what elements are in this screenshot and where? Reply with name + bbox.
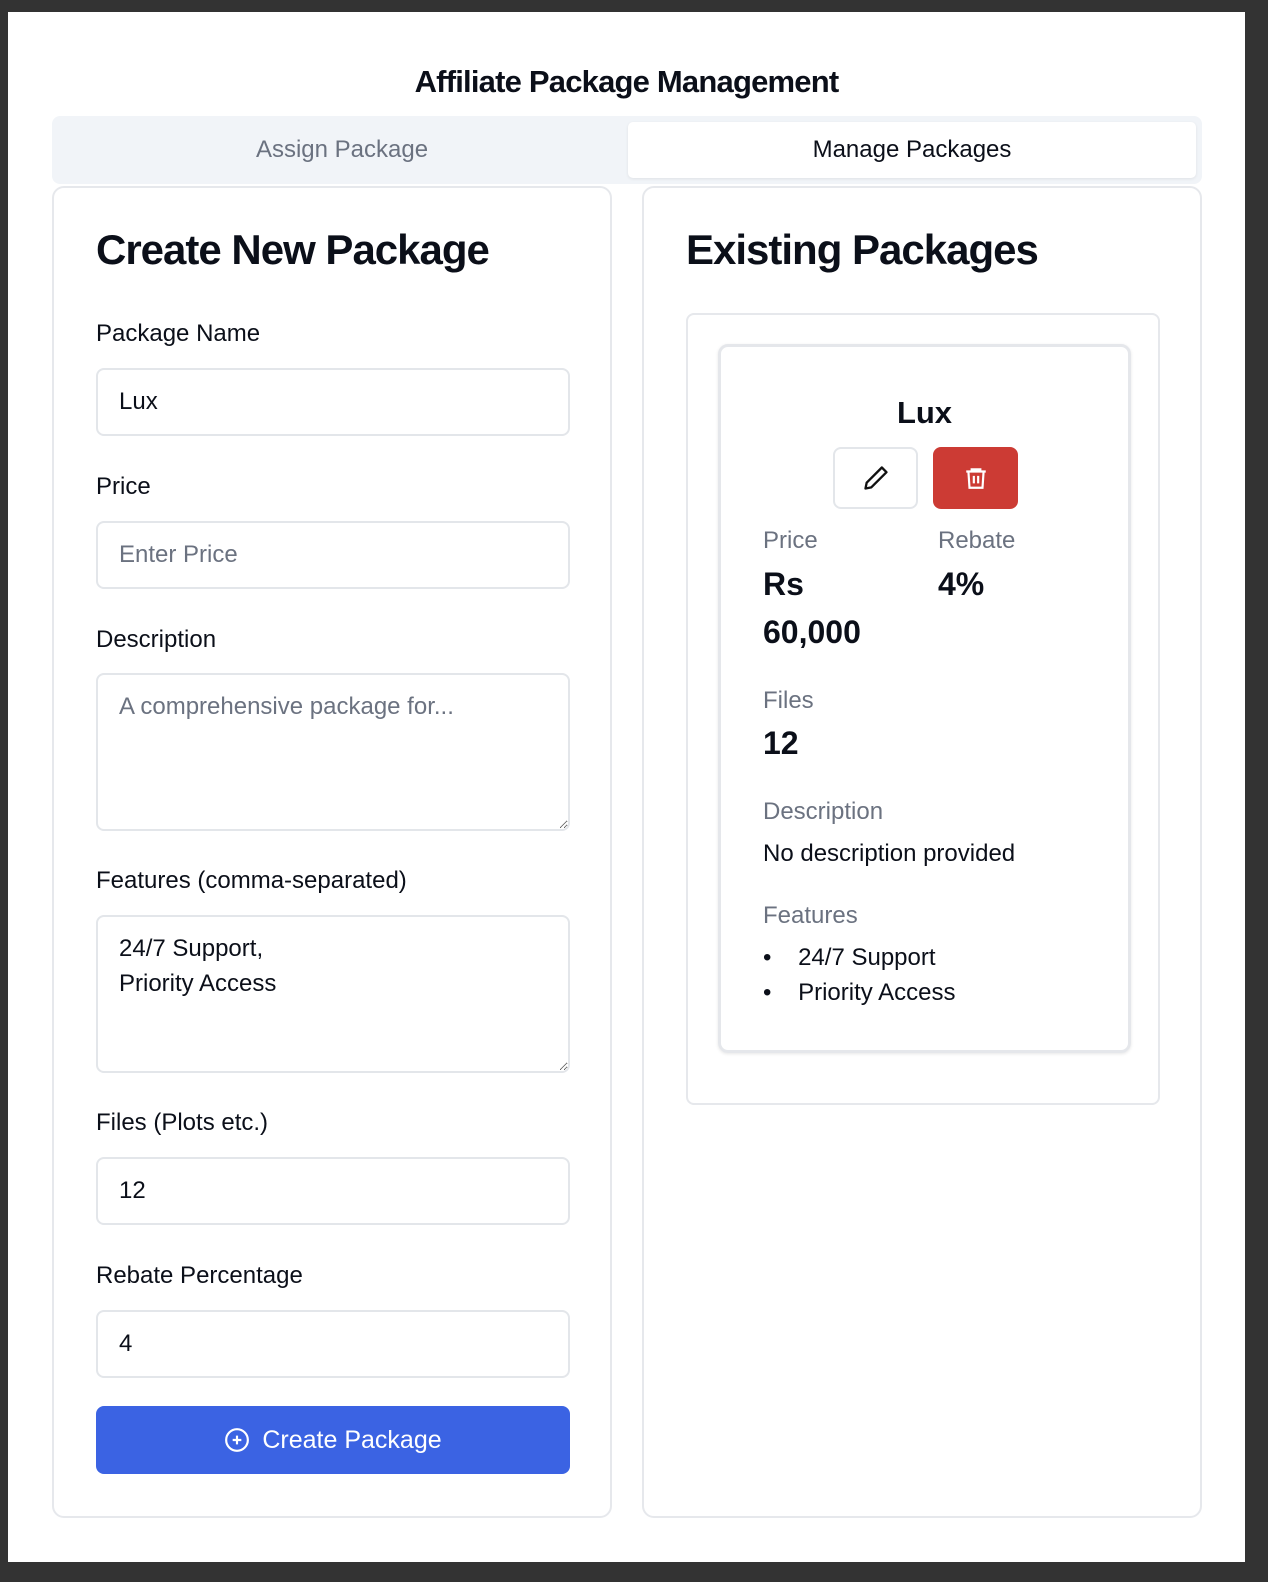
- existing-heading: Existing Packages: [686, 226, 1039, 273]
- files-key: Files: [763, 687, 814, 714]
- existing-packages-card: Existing Packages Lux Price Rs 60,000 Re…: [642, 186, 1202, 1518]
- trash-icon: [965, 468, 986, 489]
- tab-bar: Assign Package Manage Packages: [52, 116, 1202, 184]
- rebate-key: Rebate: [938, 527, 1016, 554]
- rebate-input[interactable]: [96, 1310, 570, 1378]
- feature-item: • 24/7 Support: [763, 944, 936, 971]
- price-currency: Rs: [763, 566, 804, 602]
- files-value: 12: [763, 725, 799, 761]
- price-value: 60,000: [763, 614, 861, 650]
- package-card: Lux Price Rs 60,000 Rebate 4% Files 12 D…: [718, 344, 1131, 1053]
- create-package-card: Create New Package Package Name Price De…: [52, 186, 612, 1518]
- price-input[interactable]: [96, 521, 570, 589]
- tab-assign-package[interactable]: Assign Package: [255, 136, 429, 163]
- price-key: Price: [763, 527, 818, 554]
- description-key: Description: [763, 798, 884, 825]
- page: Affiliate Package Management Assign Pack…: [8, 12, 1245, 1562]
- rebate-label: Rebate Percentage: [96, 1262, 303, 1289]
- description-label: Description: [96, 626, 217, 653]
- package-name-input[interactable]: [96, 368, 570, 436]
- features-label: Features (comma-separated): [96, 867, 407, 894]
- tab-manage-packages[interactable]: Manage Packages: [628, 122, 1196, 178]
- create-package-label: Create Package: [262, 1425, 442, 1454]
- package-name: Lux: [896, 395, 953, 430]
- plus-circle-icon: [225, 1428, 250, 1452]
- feature-item: • Priority Access: [763, 979, 956, 1006]
- features-textarea[interactable]: [96, 915, 570, 1073]
- price-label: Price: [96, 473, 151, 500]
- delete-button[interactable]: [933, 447, 1018, 509]
- features-key: Features: [763, 902, 858, 929]
- description-textarea[interactable]: [96, 673, 570, 831]
- edit-button[interactable]: [833, 447, 918, 509]
- rebate-value: 4%: [938, 566, 985, 602]
- page-title: Affiliate Package Management: [414, 64, 840, 99]
- files-label: Files (Plots etc.): [96, 1109, 269, 1136]
- create-heading: Create New Package: [96, 226, 490, 273]
- package-name-label: Package Name: [96, 320, 261, 347]
- description-value: No description provided: [763, 840, 1016, 867]
- packages-list: Lux Price Rs 60,000 Rebate 4% Files 12 D…: [686, 313, 1160, 1105]
- pencil-icon: [863, 466, 888, 490]
- files-input[interactable]: [96, 1157, 570, 1225]
- create-package-button[interactable]: Create Package: [96, 1406, 570, 1474]
